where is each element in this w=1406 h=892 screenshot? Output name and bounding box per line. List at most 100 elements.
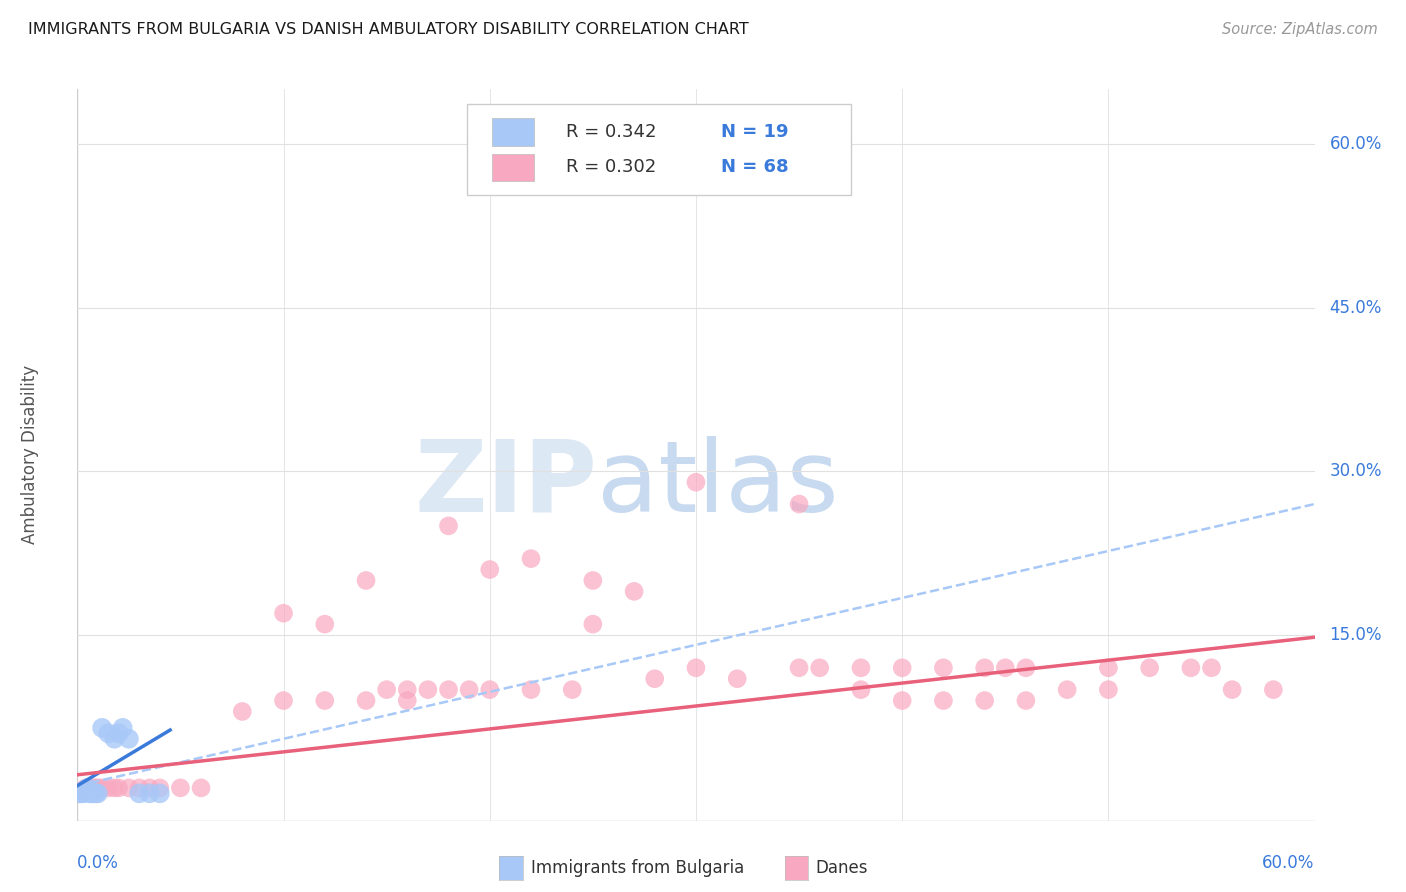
Point: [91, 780, 114, 795]
Point: [83, 780, 105, 795]
Point: [1015, 661, 1038, 675]
Text: IMMIGRANTS FROM BULGARIA VS DANISH AMBULATORY DISABILITY CORRELATION CHART: IMMIGRANTS FROM BULGARIA VS DANISH AMBUL…: [28, 22, 749, 37]
Point: [72, 783, 94, 797]
Point: [416, 682, 439, 697]
Point: [83, 786, 105, 800]
Text: Immigrants from Bulgaria: Immigrants from Bulgaria: [531, 859, 745, 877]
Point: [375, 682, 398, 697]
Point: [994, 661, 1017, 675]
Point: [932, 661, 955, 675]
Text: ZIP: ZIP: [415, 435, 598, 533]
Point: [396, 693, 419, 707]
Point: [91, 721, 114, 735]
Point: [787, 661, 810, 675]
Text: R = 0.342: R = 0.342: [567, 122, 657, 141]
Point: [1139, 661, 1161, 675]
Text: 60.0%: 60.0%: [1330, 135, 1382, 153]
Point: [138, 780, 160, 795]
Point: [97, 726, 120, 740]
Point: [169, 780, 191, 795]
Point: [973, 693, 995, 707]
Point: [79, 780, 101, 795]
Point: [582, 617, 605, 632]
Point: [97, 780, 120, 795]
Point: [128, 786, 150, 800]
Point: [314, 693, 336, 707]
Point: [787, 497, 810, 511]
Point: [87, 780, 110, 795]
Point: [932, 693, 955, 707]
Text: atlas: atlas: [598, 435, 838, 533]
Point: [725, 672, 748, 686]
Text: Danes: Danes: [815, 859, 868, 877]
Point: [107, 780, 129, 795]
Point: [623, 584, 645, 599]
Text: N = 68: N = 68: [721, 159, 789, 177]
Point: [103, 780, 125, 795]
Point: [437, 519, 460, 533]
Point: [561, 682, 583, 697]
Bar: [492, 153, 534, 181]
Text: 15.0%: 15.0%: [1330, 626, 1382, 644]
Point: [75, 783, 97, 797]
Point: [437, 682, 460, 697]
Text: 60.0%: 60.0%: [1263, 854, 1315, 871]
Point: [1056, 682, 1078, 697]
Point: [67, 786, 90, 800]
Point: [103, 731, 125, 746]
Text: 30.0%: 30.0%: [1330, 462, 1382, 480]
Point: [458, 682, 481, 697]
Point: [138, 786, 160, 800]
Bar: [492, 118, 534, 145]
Point: [973, 661, 995, 675]
Point: [84, 780, 107, 795]
Point: [1097, 661, 1119, 675]
Point: [1220, 682, 1243, 697]
Point: [520, 682, 543, 697]
Point: [149, 780, 172, 795]
Point: [75, 780, 97, 795]
Point: [107, 726, 129, 740]
Point: [478, 563, 501, 577]
Point: [314, 617, 336, 632]
Point: [582, 574, 605, 588]
Point: [76, 780, 98, 795]
Point: [478, 682, 501, 697]
Point: [1201, 661, 1223, 675]
Point: [67, 786, 90, 800]
Point: [644, 672, 666, 686]
Point: [80, 786, 103, 800]
Point: [84, 786, 107, 800]
Point: [354, 693, 377, 707]
Point: [354, 574, 377, 588]
FancyBboxPatch shape: [467, 103, 851, 195]
Text: Source: ZipAtlas.com: Source: ZipAtlas.com: [1222, 22, 1378, 37]
Point: [118, 731, 141, 746]
Point: [396, 682, 419, 697]
Point: [190, 780, 212, 795]
Point: [118, 780, 141, 795]
Point: [1180, 661, 1202, 675]
Point: [273, 606, 295, 620]
Point: [849, 682, 872, 697]
Point: [72, 786, 94, 800]
Point: [520, 551, 543, 566]
Text: 0.0%: 0.0%: [77, 854, 120, 871]
Point: [111, 721, 134, 735]
Text: Ambulatory Disability: Ambulatory Disability: [21, 366, 39, 544]
Point: [231, 705, 253, 719]
Point: [149, 786, 172, 800]
Point: [891, 693, 914, 707]
Point: [685, 475, 707, 490]
Point: [849, 661, 872, 675]
Point: [70, 786, 93, 800]
Point: [87, 786, 110, 800]
Text: N = 19: N = 19: [721, 122, 789, 141]
Point: [70, 786, 93, 800]
Point: [808, 661, 831, 675]
Point: [79, 786, 101, 800]
Point: [1263, 682, 1285, 697]
Point: [891, 661, 914, 675]
Point: [1097, 682, 1119, 697]
Point: [1015, 693, 1038, 707]
